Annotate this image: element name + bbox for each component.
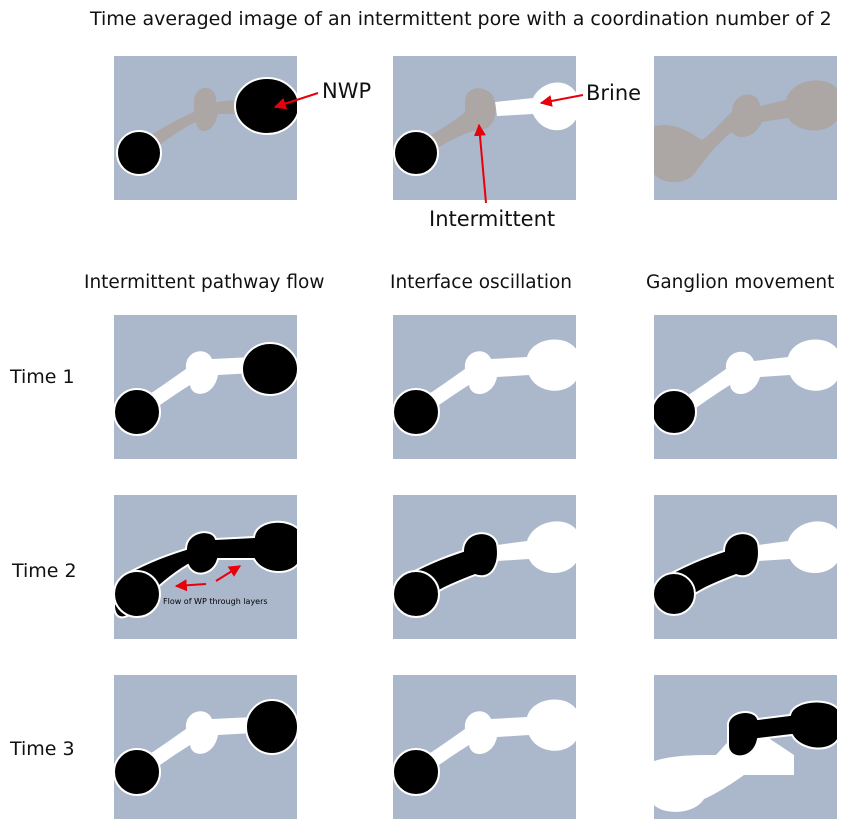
column-heading-ganglion: Ganglion movement [646, 272, 835, 293]
row-label-time-3: Time 3 [10, 738, 75, 760]
arrow-flow-right [215, 565, 242, 582]
panel-pathway-time-3 [114, 675, 297, 819]
label-brine: Brine [586, 81, 642, 105]
label-intermittent: Intermittent [429, 207, 556, 231]
top-panel-nwp [114, 56, 297, 200]
column-heading-pathway: Intermittent pathway flow [84, 272, 325, 293]
figure-title: Time averaged image of an intermittent p… [90, 8, 832, 30]
top-panel-intermittent [654, 56, 837, 200]
panel-pathway-time-2 [114, 495, 297, 639]
panel-ganglion-time-2 [654, 495, 837, 639]
row-label-time-2: Time 2 [12, 560, 77, 582]
panel-oscillation-time-2 [393, 495, 576, 639]
label-nwp: NWP [322, 79, 372, 103]
arrow-intermittent [473, 123, 487, 204]
panel-ganglion-time-1 [654, 315, 837, 459]
annotation-flow-wp: Flow of WP through layers [163, 597, 268, 606]
panel-ganglion-time-3 [654, 675, 837, 819]
panel-pathway-time-1 [114, 315, 297, 459]
column-heading-oscillation: Interface oscillation [390, 272, 573, 293]
arrow-flow-left [174, 579, 207, 592]
arrow-nwp [273, 92, 319, 110]
panel-oscillation-time-3 [393, 675, 576, 819]
panel-oscillation-time-1 [393, 315, 576, 459]
row-label-time-1: Time 1 [10, 366, 75, 388]
arrow-brine [539, 94, 584, 107]
